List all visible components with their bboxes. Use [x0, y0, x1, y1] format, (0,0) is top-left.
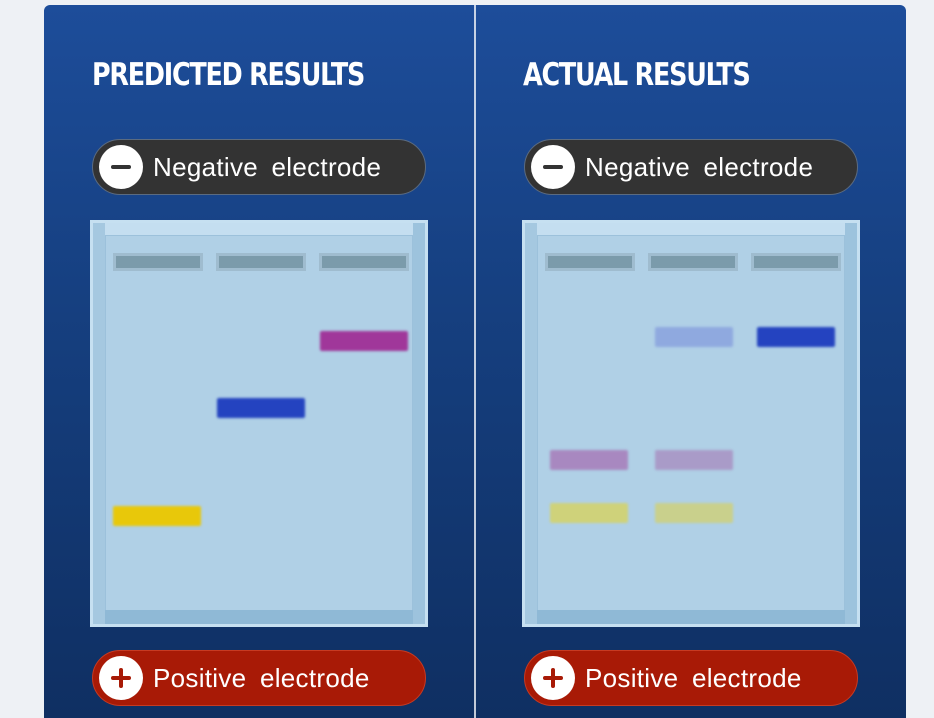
dna-band — [320, 331, 408, 351]
gel-well — [545, 253, 635, 271]
gel-well — [648, 253, 738, 271]
gel — [522, 220, 860, 627]
positive-electrode-pill: Positive electrode — [92, 650, 426, 706]
panel-title: PREDICTED RESULTS — [92, 57, 365, 93]
gel — [90, 220, 428, 627]
gel-well — [319, 253, 409, 271]
gel-well — [113, 253, 203, 271]
negative-electrode-label: Negative electrode — [585, 151, 814, 182]
dna-band — [550, 503, 628, 523]
negative-electrode-pill: Negative electrode — [92, 139, 426, 195]
minus-icon — [99, 145, 143, 189]
minus-icon — [531, 145, 575, 189]
dna-band — [655, 503, 733, 523]
dna-band — [655, 450, 733, 470]
plus-icon — [531, 656, 575, 700]
dna-band — [655, 327, 733, 347]
dna-band — [550, 450, 628, 470]
gel-well — [216, 253, 306, 271]
negative-electrode-pill: Negative electrode — [524, 139, 858, 195]
positive-electrode-pill: Positive electrode — [524, 650, 858, 706]
dna-band — [113, 506, 201, 526]
gel-well — [751, 253, 841, 271]
negative-electrode-label: Negative electrode — [153, 151, 382, 182]
panel-divider — [474, 5, 476, 718]
actual-results-panel: ACTUAL RESULTS Negative electrode Positi… — [476, 5, 906, 718]
dna-band — [757, 327, 835, 347]
predicted-results-panel: PREDICTED RESULTS Negative electrode Pos… — [44, 5, 474, 718]
positive-electrode-label: Positive electrode — [153, 662, 370, 693]
positive-electrode-label: Positive electrode — [585, 662, 802, 693]
plus-icon — [99, 656, 143, 700]
results-card: PREDICTED RESULTS Negative electrode Pos… — [44, 5, 906, 718]
dna-band — [217, 398, 305, 418]
panel-title: ACTUAL RESULTS — [523, 57, 751, 93]
